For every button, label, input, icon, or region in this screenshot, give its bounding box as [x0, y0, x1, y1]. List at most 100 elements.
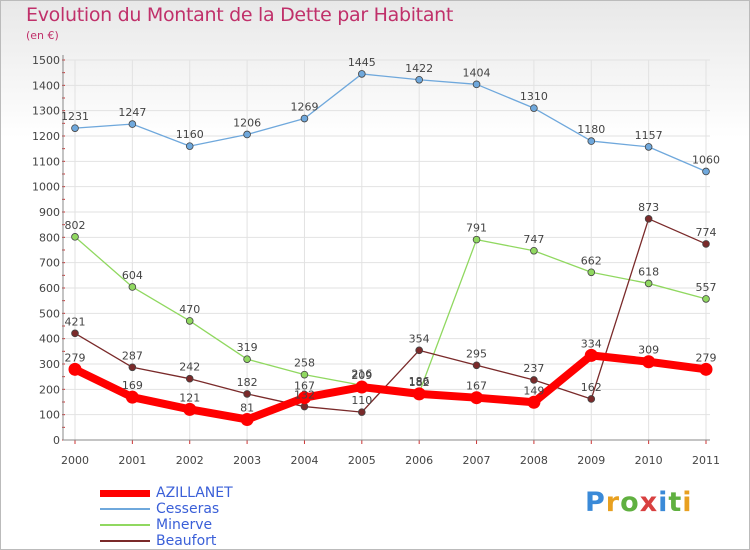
data-label-cesseras: 1310 — [520, 90, 548, 103]
data-label-minerve: 791 — [466, 222, 487, 235]
data-label-cesseras: 1160 — [176, 128, 204, 141]
series-point-azillanet — [699, 362, 713, 376]
data-label-minerve: 618 — [638, 265, 659, 278]
series-point-beaufort — [702, 240, 710, 248]
y-tick-label: 1200 — [32, 130, 60, 143]
x-tick-label: 2006 — [405, 454, 433, 467]
series-point-cesseras — [71, 124, 79, 132]
series-point-azillanet — [183, 402, 197, 416]
data-label-minerve: 258 — [294, 357, 315, 370]
data-label-minerve: 604 — [122, 269, 143, 282]
series-point-beaufort — [530, 376, 538, 384]
legend-label: Cesseras — [156, 501, 220, 517]
legend-swatch — [100, 508, 150, 510]
y-tick-label: 900 — [39, 206, 60, 219]
proxiti-logo: Proxiti — [585, 487, 693, 518]
data-label-azillanet: 182 — [409, 376, 430, 389]
data-label-cesseras: 1180 — [577, 123, 605, 136]
series-point-minerve — [185, 317, 194, 325]
logo-letter: t — [668, 487, 683, 518]
series-point-minerve — [71, 233, 79, 241]
data-label-azillanet: 149 — [523, 384, 544, 397]
series-point-minerve — [243, 355, 251, 363]
series-point-minerve — [587, 268, 596, 277]
data-label-azillanet: 279 — [696, 351, 717, 364]
series-point-cesseras — [185, 142, 194, 150]
series-point-minerve — [128, 283, 137, 291]
data-label-azillanet: 209 — [351, 369, 372, 382]
chart-subtitle: (en €) — [26, 29, 59, 42]
y-tick-label: 1000 — [32, 181, 60, 194]
series-line-cesseras — [74, 73, 707, 173]
data-label-cesseras: 1247 — [118, 106, 146, 119]
series-line-minerve — [74, 236, 707, 394]
data-label-beaufort: 182 — [237, 376, 258, 389]
series-point-cesseras — [644, 143, 653, 151]
data-label-beaufort: 132 — [294, 389, 315, 402]
y-tick-label: 400 — [39, 333, 60, 346]
chart-title: Evolution du Montant de la Dette par Hab… — [26, 4, 454, 26]
series-point-azillanet — [355, 380, 369, 394]
data-label-minerve: 747 — [523, 233, 544, 246]
series-point-beaufort — [243, 390, 251, 398]
data-label-minerve: 662 — [581, 254, 602, 267]
data-label-minerve: 216 — [351, 367, 372, 380]
y-tick-label: 800 — [39, 231, 60, 244]
series-point-azillanet — [527, 395, 541, 409]
series-point-beaufort — [644, 215, 653, 223]
x-tick-label: 2001 — [118, 454, 146, 467]
series-point-minerve — [702, 295, 710, 303]
series-point-cesseras — [243, 130, 251, 139]
data-label-cesseras: 1404 — [463, 66, 491, 79]
series-point-beaufort — [472, 361, 481, 370]
x-tick-label: 2011 — [692, 454, 720, 467]
y-tick-label: 1500 — [32, 54, 60, 67]
data-label-minerve: 470 — [179, 303, 200, 316]
series-point-cesseras — [358, 70, 366, 78]
series-point-beaufort — [71, 329, 79, 338]
y-tick-label: 100 — [39, 409, 60, 422]
data-label-beaufort: 242 — [179, 361, 200, 374]
legend-label: Minerve — [156, 517, 213, 533]
series-point-cesseras — [415, 75, 423, 84]
data-label-azillanet: 81 — [240, 401, 254, 414]
series-point-beaufort — [128, 363, 137, 372]
data-label-beaufort: 354 — [409, 332, 430, 345]
series-point-minerve — [644, 279, 653, 288]
logo-letter: i — [682, 487, 693, 518]
series-point-beaufort — [358, 408, 366, 416]
x-tick-label: 2007 — [463, 454, 491, 467]
x-tick-label: 2003 — [233, 454, 261, 467]
series-point-cesseras — [587, 137, 596, 145]
series-point-beaufort — [185, 374, 194, 383]
data-label-beaufort: 287 — [122, 349, 143, 362]
legend-label: AZILLANET — [156, 485, 233, 501]
data-label-cesseras: 1157 — [635, 129, 663, 142]
data-label-cesseras: 1445 — [348, 56, 376, 69]
series-point-azillanet — [68, 362, 82, 376]
y-tick-label: 500 — [39, 307, 60, 320]
legend-label: Beaufort — [156, 533, 217, 549]
data-label-beaufort: 421 — [65, 315, 86, 328]
data-label-beaufort: 162 — [581, 381, 602, 394]
legend-swatch — [100, 524, 150, 526]
y-tick-label: 1400 — [32, 79, 60, 92]
data-label-beaufort: 873 — [638, 201, 659, 214]
logo-letter: o — [620, 487, 640, 518]
data-label-minerve: 186 — [409, 375, 430, 388]
series-point-beaufort — [587, 395, 596, 403]
x-tick-label: 2000 — [61, 454, 89, 467]
data-label-beaufort: 774 — [696, 226, 717, 239]
data-label-minerve: 557 — [696, 281, 717, 294]
legend-swatch — [100, 490, 150, 497]
logo-letter: P — [585, 487, 606, 518]
x-tick-label: 2009 — [577, 454, 605, 467]
series-point-azillanet — [240, 412, 254, 426]
series-line-azillanet — [71, 351, 710, 424]
series-point-azillanet — [642, 355, 656, 369]
y-tick-label: 1300 — [32, 105, 60, 118]
y-tick-label: 0 — [53, 434, 60, 447]
x-tick-label: 2004 — [290, 454, 318, 467]
